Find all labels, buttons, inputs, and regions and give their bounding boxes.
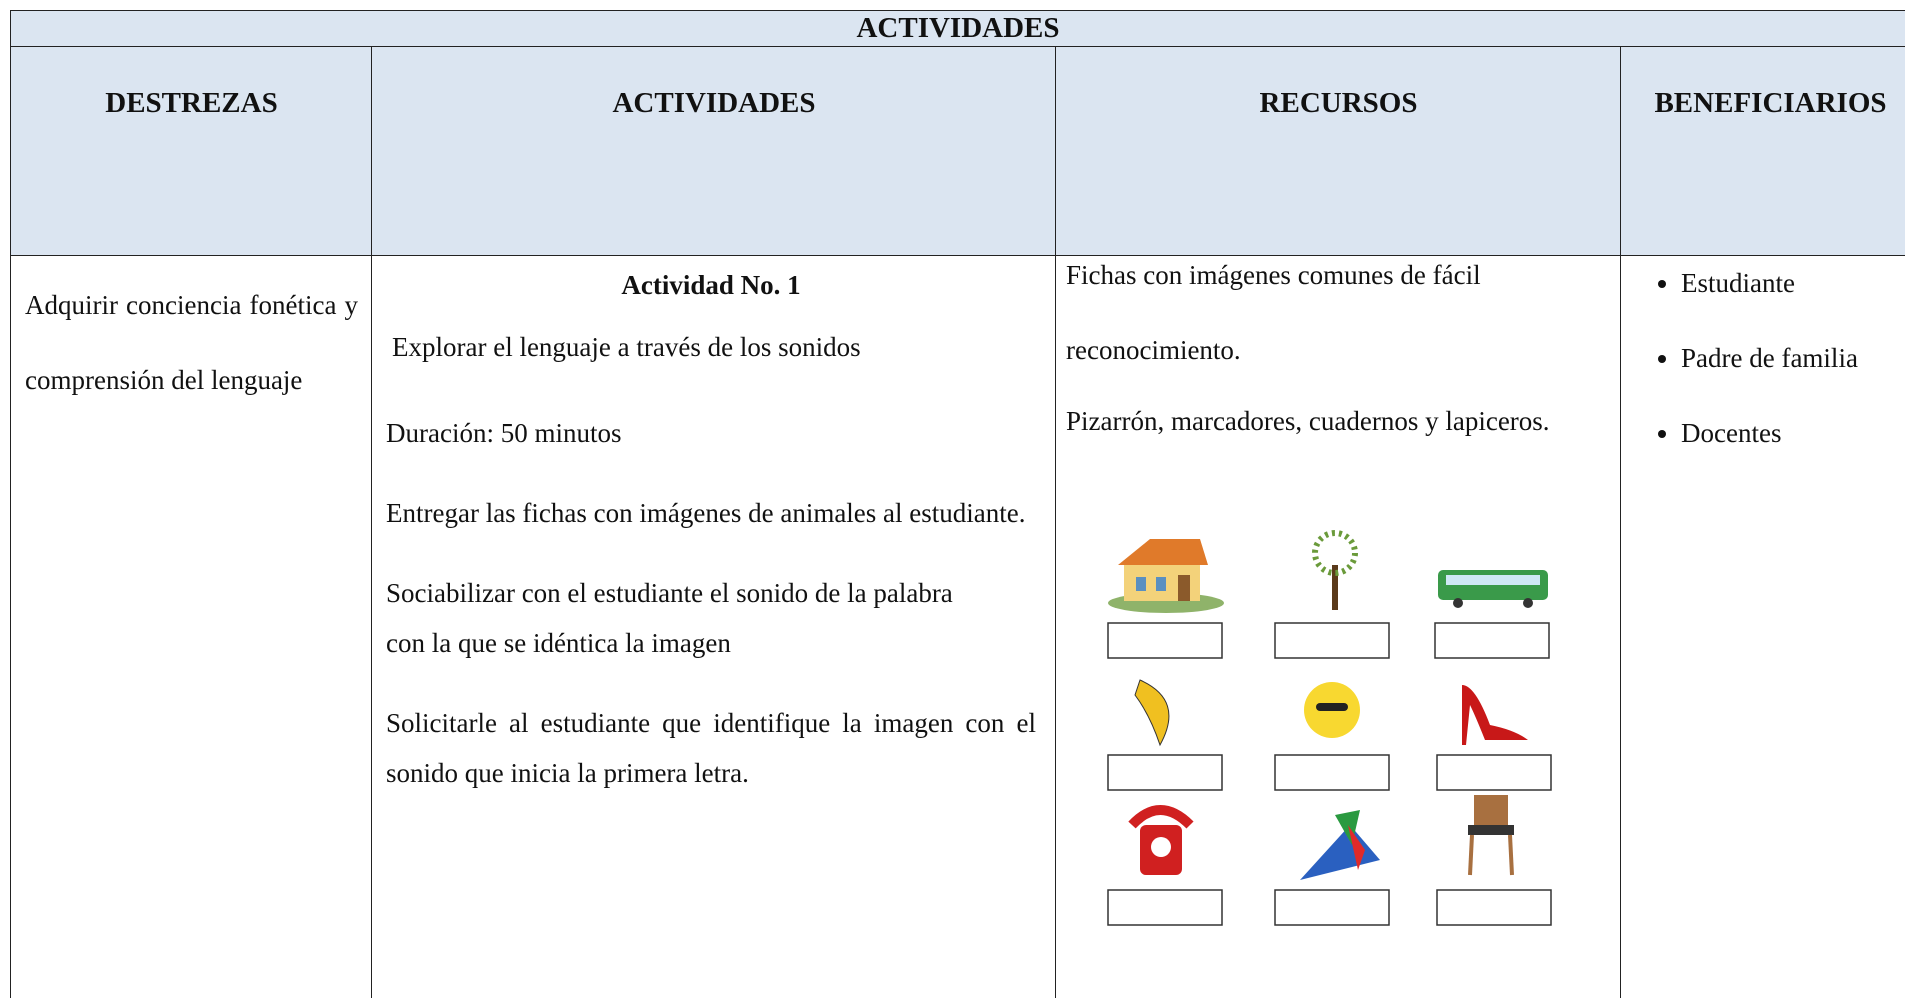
actividades-cell: Actividad No. 1 Explorar el lenguaje a t… — [371, 255, 1056, 998]
destrezas-text: Adquirir conciencia fonética y comprensi… — [25, 290, 358, 395]
column-header: RECURSOS — [1055, 46, 1621, 256]
activity-duration: Duración: 50 minutos — [386, 418, 622, 448]
column-header: BENEFICIARIOS — [1620, 46, 1905, 256]
chair-icon — [1468, 795, 1514, 876]
fish-icon — [1134, 679, 1170, 747]
beneficiario: Docentes — [1681, 396, 1905, 471]
house-icon — [1108, 539, 1224, 613]
activity-step: Entregar las fichas con imágenes de anim… — [386, 498, 1026, 528]
recursos-cell: Fichas con imágenes comunes de fácil rec… — [1055, 255, 1621, 998]
phone-icon — [1128, 805, 1194, 875]
activity-title: Actividad No. 1 — [621, 270, 801, 300]
activity-step: Solicitarle al estudiante que identifiqu… — [386, 708, 1036, 788]
picture-cards — [1107, 530, 1552, 926]
shoe-icon — [1462, 685, 1528, 745]
beneficiarios-cell: Estudiante Padre de familia Docentes — [1620, 255, 1905, 998]
destrezas-cell: Adquirir conciencia fonética y comprensi… — [10, 255, 372, 998]
beneficiarios-list: Estudiante Padre de familia Docentes — [1621, 246, 1905, 471]
beneficiario: Estudiante — [1681, 246, 1905, 321]
recurso: Pizarrón, marcadores, cuadernos y lapice… — [1066, 406, 1550, 436]
activity-step: Sociabilizar con el estudiante el sonido… — [386, 578, 953, 658]
sun-icon — [1304, 682, 1360, 738]
table-title: ACTIVIDADES — [10, 10, 1905, 47]
column-header: DESTREZAS — [10, 46, 372, 256]
column-header: ACTIVIDADES — [371, 46, 1056, 256]
recurso: Fichas con imágenes comunes de fácil rec… — [1066, 260, 1481, 365]
activity-subtitle: Explorar el lenguaje a través de los son… — [392, 332, 861, 362]
tree-icon — [1312, 530, 1358, 610]
beneficiario: Padre de familia — [1681, 321, 1905, 396]
parrot-icon — [1300, 810, 1380, 880]
bus-icon — [1438, 570, 1548, 608]
